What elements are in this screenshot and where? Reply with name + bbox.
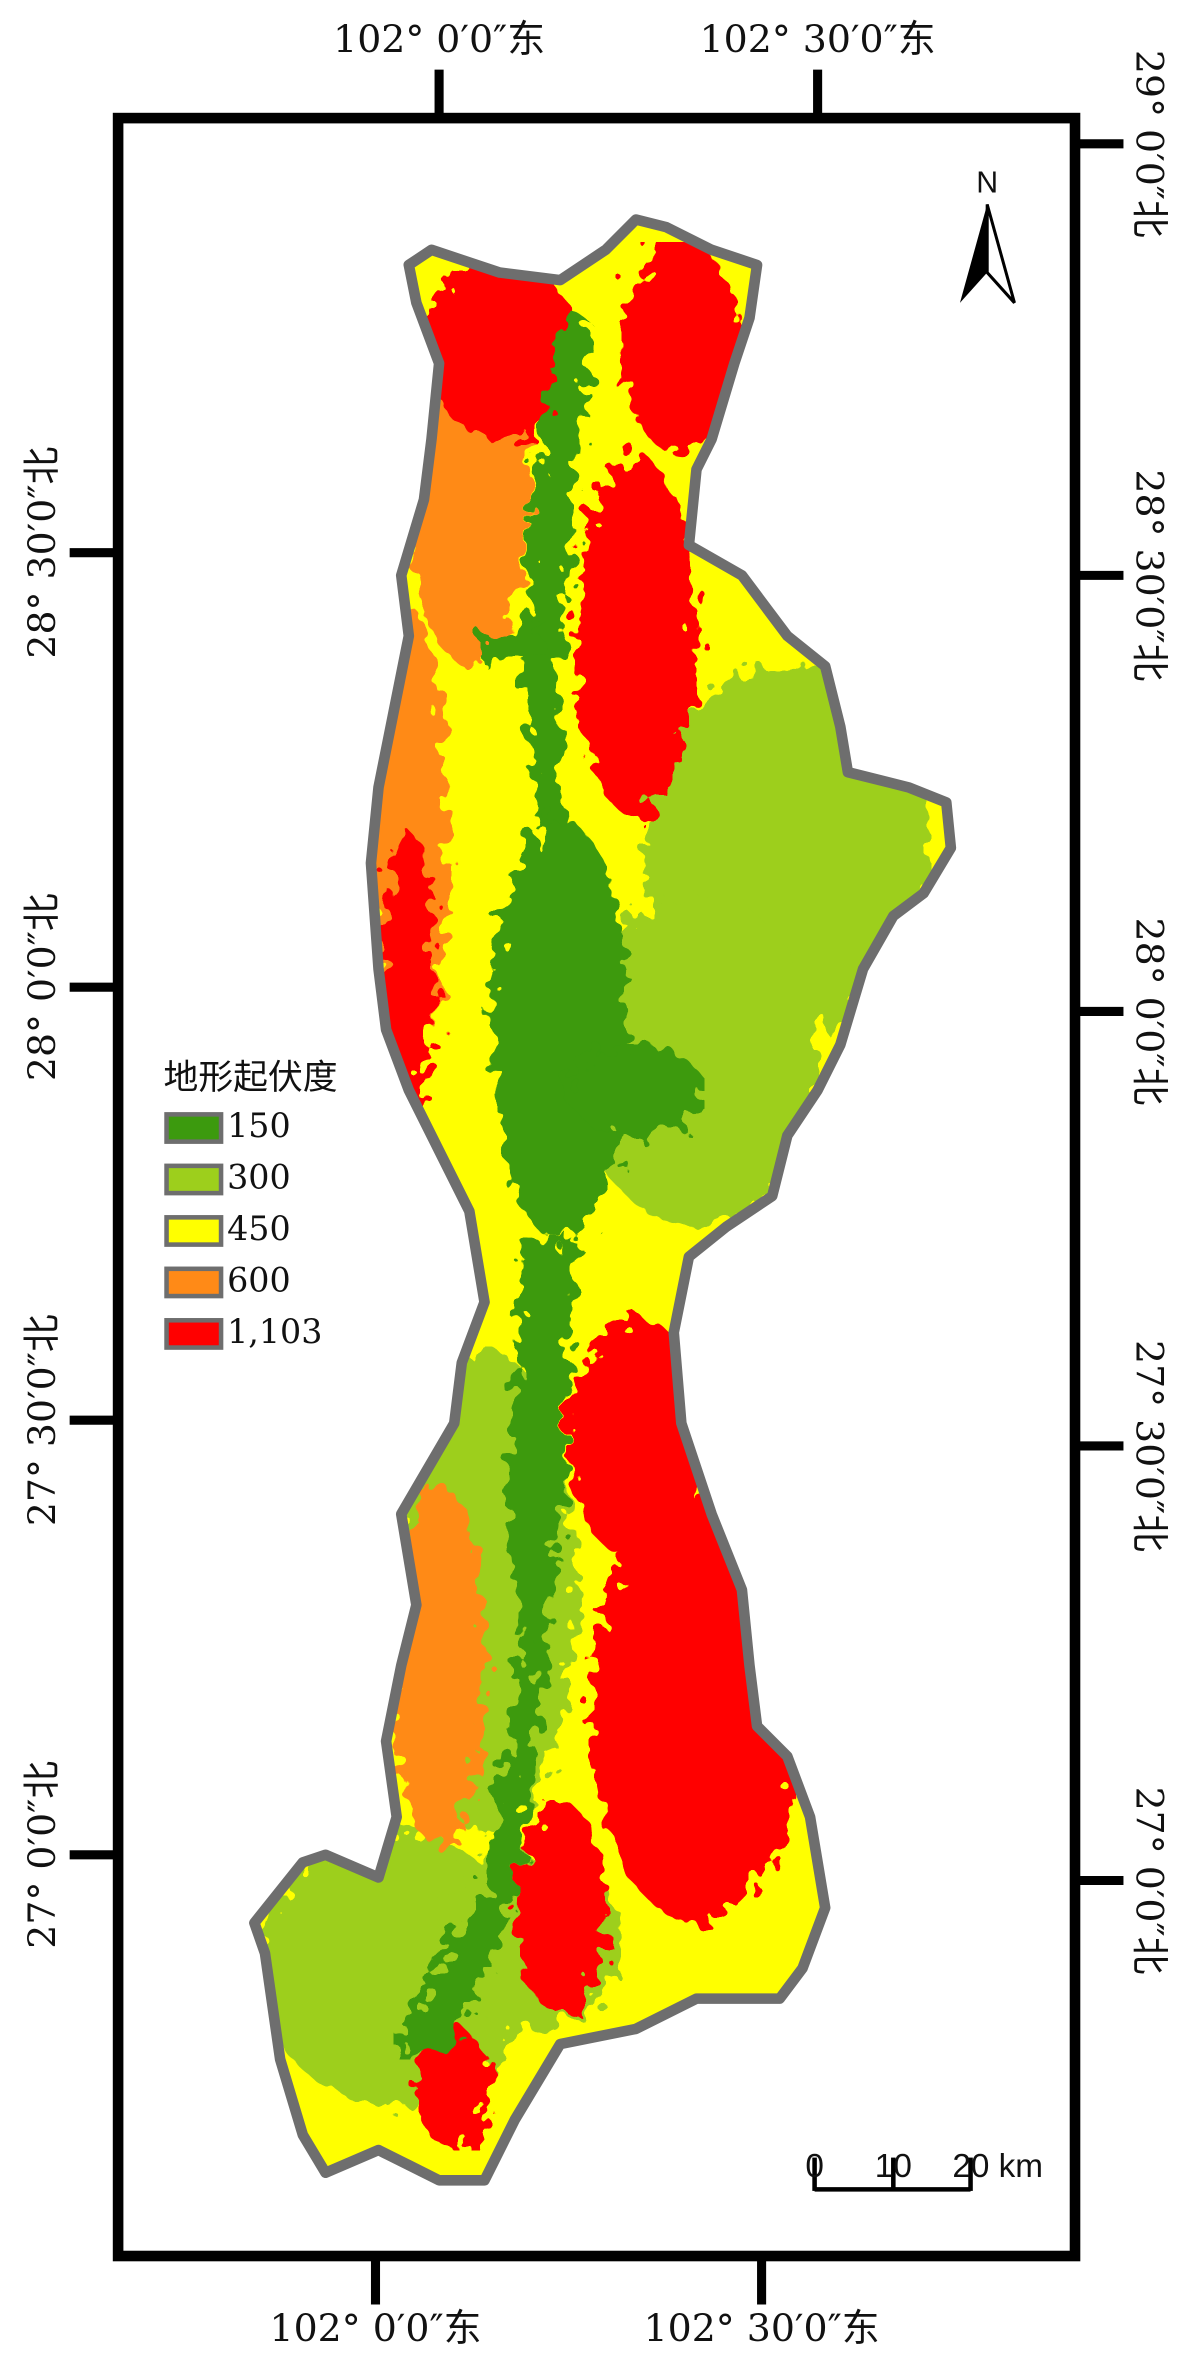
left-label: 28° 0′0″北	[20, 893, 64, 1081]
left-label: 28° 30′0″北	[20, 447, 64, 659]
scale-label: 10	[875, 2148, 912, 2185]
scale-label: 0	[805, 2148, 824, 2185]
right-label: 27° 30′0″北	[1128, 1340, 1172, 1552]
coordinate-labels: 102° 0′0″东 102° 30′0″东 102° 0′0″东 102° 30′0…	[20, 17, 1172, 2350]
legend-label: 1,103	[227, 1312, 322, 1351]
right-label: 29° 0′0″北	[1128, 50, 1172, 238]
legend-title: 地形起伏度	[164, 1058, 338, 1098]
legend-swatch	[164, 1266, 224, 1299]
legend: 地形起伏度 150 300 450 600 1,103	[164, 1058, 338, 1351]
top-label: 102° 0′0″东	[333, 17, 545, 61]
legend-label: 450	[227, 1209, 291, 1248]
right-label: 28° 30′0″北	[1128, 469, 1172, 681]
left-label: 27° 30′0″北	[20, 1314, 64, 1526]
legend-label: 600	[227, 1260, 291, 1299]
north-arrow: N	[959, 167, 1016, 304]
legend-swatch	[164, 1112, 224, 1144]
legend-swatch	[164, 1163, 224, 1196]
scale-label: 20 km	[952, 2148, 1043, 2185]
legend-swatch	[164, 1318, 224, 1350]
scale-bar: 0 10 20 km	[805, 2148, 1043, 2192]
bottom-label: 102° 0′0″东	[270, 2306, 482, 2350]
north-label: N	[976, 167, 998, 200]
left-label: 27° 0′0″北	[20, 1761, 64, 1949]
right-label: 27° 0′0″北	[1128, 1787, 1172, 1975]
legend-swatch	[164, 1215, 224, 1247]
legend-label: 300	[227, 1157, 291, 1196]
legend-label: 150	[227, 1106, 291, 1145]
top-label: 102° 30′0″东	[700, 17, 936, 61]
right-label: 28° 0′0″北	[1128, 917, 1172, 1105]
bottom-label: 102° 30′0″东	[644, 2306, 880, 2350]
